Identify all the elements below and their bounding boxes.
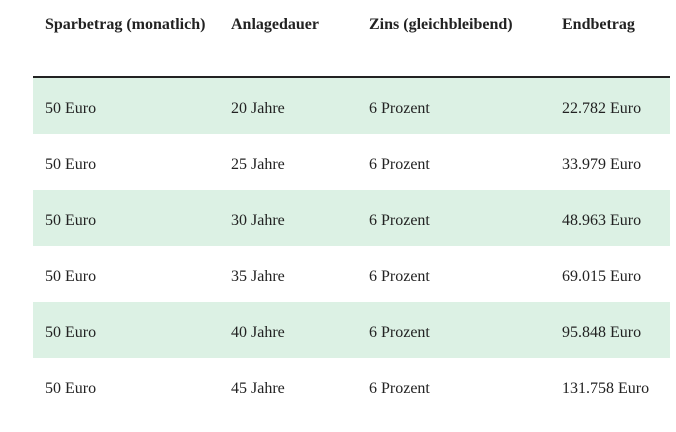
table-cell: 50 Euro [33,77,219,134]
table-cell: 48.963 Euro [550,190,670,246]
table-cell: 50 Euro [45,380,97,397]
table-cell: 95.848 Euro [550,302,670,358]
table-row: 50 Euro 40 Jahre 6 Prozent 95.848 Euro [33,302,670,358]
table-cell: 22.782 Euro [550,77,670,134]
table-cell: 20 Jahre [219,77,357,134]
table-row: 50 Euro 30 Jahre 6 Prozent 48.963 Euro [33,190,670,246]
header-cell: Sparbetrag (monatlich) [33,0,219,78]
table-cell: 6 Prozent [369,380,430,397]
table-row: 50 Euro 25 Jahre 6 Prozent 33.979 Euro [33,134,670,190]
table-cell: 30 Jahre [219,190,357,246]
table-cell: 6 Prozent [357,77,550,134]
header-row: Sparbetrag (monatlich) Anlagedauer Zins (g… [33,0,670,78]
header-cell: Endbetrag [550,0,670,78]
table-cell: 25 Jahre [231,156,285,173]
table-row: 50 Euro 20 Jahre 6 Prozent 22.782 Euro [33,77,670,134]
table-cell: 50 Euro [33,190,219,246]
table-cell: 40 Jahre [219,302,357,358]
table-cell: 33.979 Euro [562,156,642,173]
header-cell: Anlagedauer [219,0,357,78]
table-cell: 69.015 Euro [562,268,642,285]
table-cell: 50 Euro [33,302,219,358]
table-row: 50 Euro 45 Jahre 6 Prozent 131.758 Euro [33,358,670,414]
header-cell: Zins (gleichbleibend) [357,0,550,78]
table-cell: 35 Jahre [231,268,285,285]
table-cell: 131.758 Euro [562,380,650,397]
table-cell: 50 Euro [45,268,97,285]
table-cell: 6 Prozent [369,268,430,285]
table-cell: 50 Euro [45,156,97,173]
table-cell: 6 Prozent [357,190,550,246]
table-cell: 6 Prozent [357,302,550,358]
table-cell: 45 Jahre [231,380,285,397]
table-cell: 6 Prozent [369,156,430,173]
table-row: 50 Euro 35 Jahre 6 Prozent 69.015 Euro [33,246,670,302]
savings-table: Sparbetrag (monatlich) Anlagedauer Zins (g… [33,0,670,414]
